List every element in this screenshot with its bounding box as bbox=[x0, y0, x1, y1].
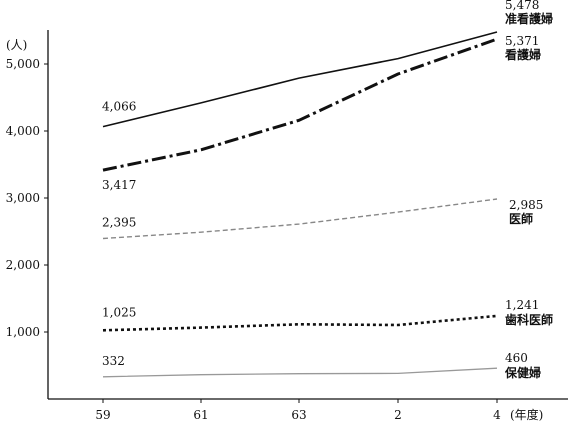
series-end-label: 5,371 bbox=[505, 34, 539, 48]
series-line-3 bbox=[102, 198, 498, 240]
y-tick-label: 5,000 bbox=[6, 57, 40, 71]
series-line-5 bbox=[102, 367, 498, 378]
x-tick-label: 59 bbox=[95, 408, 110, 422]
x-tick-label: 2 bbox=[394, 408, 402, 422]
series-name-label: 看護婦 bbox=[505, 47, 541, 62]
x-tick-label: 61 bbox=[193, 408, 208, 422]
y-unit-label: (人) bbox=[6, 38, 27, 52]
series-end-label: 1,241 bbox=[505, 298, 539, 312]
y-tick-label: 3,000 bbox=[6, 191, 40, 205]
x-unit-label: (年度) bbox=[510, 407, 543, 422]
series-end-label: 2,985 bbox=[509, 198, 543, 212]
axes: 1,000 2,000 3,000 4,000 5,000 (人) 59 61 63 2 4 (年度) bbox=[6, 30, 568, 422]
series-start-label: 4,066 bbox=[102, 100, 136, 114]
series-name-label: 准看護婦 bbox=[505, 11, 553, 26]
x-tick-label: 63 bbox=[291, 408, 306, 422]
series-name-label: 歯科医師 bbox=[505, 312, 553, 327]
y-tick-label: 4,000 bbox=[6, 124, 40, 138]
series-layer bbox=[102, 31, 498, 378]
series-line-4 bbox=[102, 314, 498, 332]
series-name-label: 医師 bbox=[509, 211, 533, 226]
series-line-1 bbox=[102, 31, 498, 128]
series-line-2 bbox=[102, 37, 498, 172]
series-end-label: 5,478 bbox=[505, 0, 539, 12]
series-name-label: 保健婦 bbox=[504, 365, 541, 380]
series-start-label: 332 bbox=[102, 354, 125, 368]
y-tick-label: 1,000 bbox=[6, 325, 40, 339]
y-tick-label: 2,000 bbox=[6, 258, 40, 272]
series-start-label: 3,417 bbox=[102, 178, 136, 192]
x-tick-label: 4 bbox=[493, 408, 501, 422]
series-start-label: 1,025 bbox=[102, 305, 136, 319]
series-start-label: 2,395 bbox=[102, 216, 136, 230]
series-end-label: 460 bbox=[505, 351, 528, 365]
